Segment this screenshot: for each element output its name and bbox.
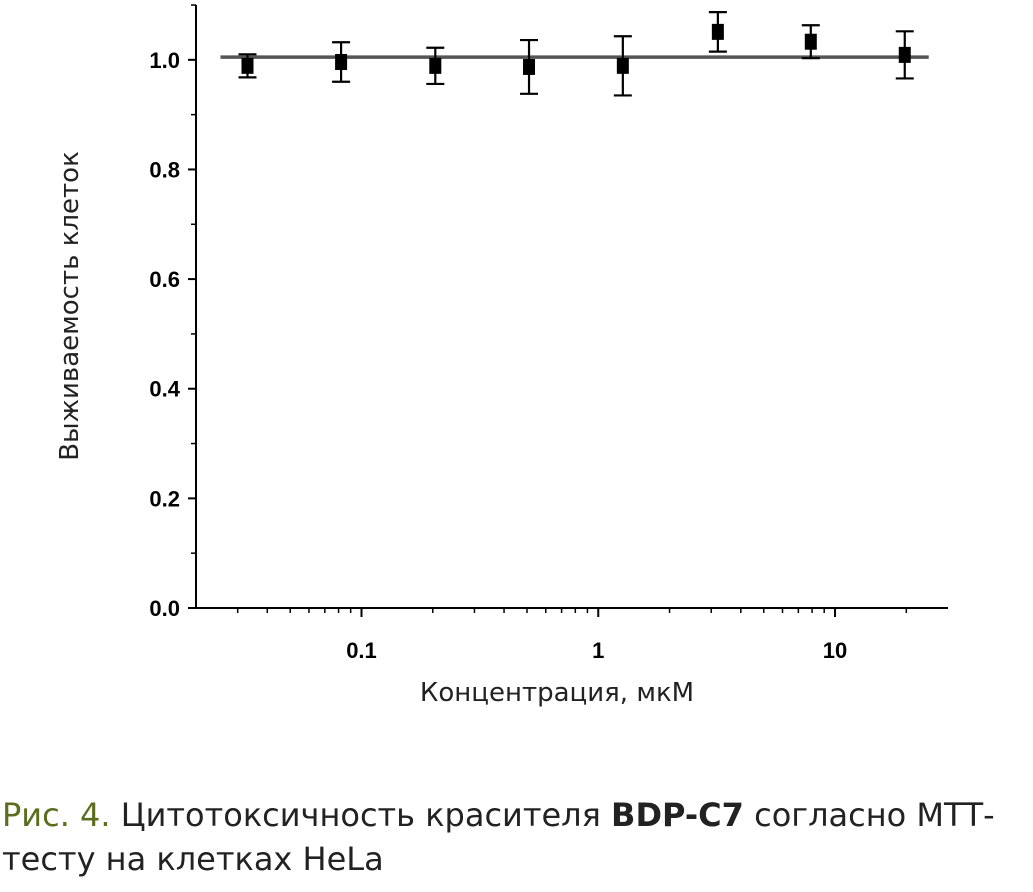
- data-point: [708, 11, 727, 53]
- y-tick-label: 1.0: [149, 48, 180, 73]
- square-marker: [711, 23, 724, 40]
- caption-text-before: Цитотоксичность красителя: [110, 796, 612, 834]
- x-axis-label: Концентрация, мкМ: [420, 678, 694, 708]
- data-point: [426, 46, 445, 86]
- caption-compound: BDP-C7: [611, 796, 744, 834]
- square-marker: [523, 58, 536, 75]
- y-tick-label: 0.0: [149, 596, 180, 621]
- ticks: 0.0 0.2 0.4 0.6 0.8 1.0 0.1 1 10: [149, 4, 908, 663]
- chart: 0.0 0.2 0.4 0.6 0.8 1.0 0.1 1 10 Концентрация, м…: [55, 4, 948, 708]
- figure-caption: Рис. 4. Цитотоксичность красителя BDP-C7…: [2, 793, 1022, 881]
- y-tick-label: 0.8: [149, 157, 180, 182]
- y-axis-label: Выживаемость клеток: [55, 151, 85, 461]
- square-marker: [898, 46, 911, 63]
- caption-text-after: согласно МТТ-тесту на клетках HeLa: [2, 796, 995, 878]
- y-tick-label: 0.4: [149, 377, 180, 402]
- data-point: [613, 35, 632, 97]
- data-point: [238, 53, 257, 79]
- data-point: [895, 30, 914, 80]
- square-marker: [241, 57, 254, 74]
- data-points: [238, 11, 914, 97]
- data-point: [801, 24, 820, 60]
- square-marker: [335, 54, 348, 71]
- y-tick-label: 0.6: [149, 267, 180, 292]
- square-marker: [429, 57, 442, 74]
- x-tick-label: 1: [592, 638, 604, 663]
- square-marker: [616, 57, 629, 74]
- square-marker: [804, 33, 817, 50]
- y-tick-label: 0.2: [149, 486, 180, 511]
- axes: [195, 5, 948, 609]
- x-tick-label: 0.1: [346, 638, 377, 663]
- data-point: [520, 38, 539, 95]
- x-tick-label: 10: [823, 638, 847, 663]
- data-point: [332, 41, 351, 83]
- figure-label: Рис. 4.: [2, 796, 111, 834]
